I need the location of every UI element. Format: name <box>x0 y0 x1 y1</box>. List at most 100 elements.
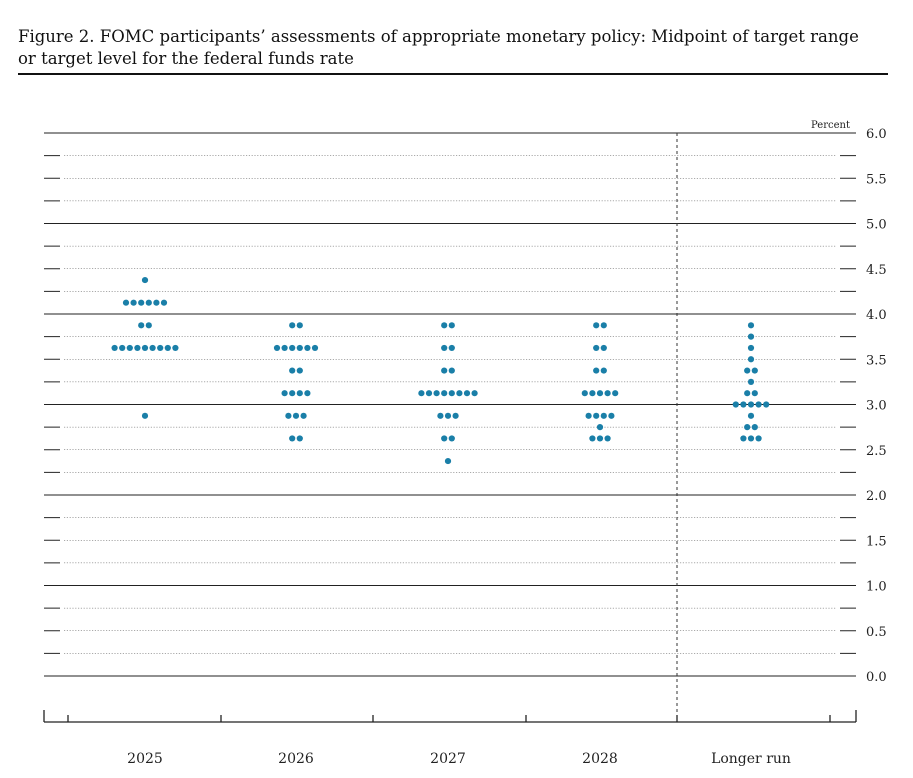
dot-2027 <box>441 367 448 374</box>
y-tick-label: 4.0 <box>866 308 887 323</box>
dot-longer-run <box>763 401 770 408</box>
dots <box>111 276 770 465</box>
dot-2025 <box>119 344 126 352</box>
dot-2027 <box>448 367 455 374</box>
x-category-label: 2025 <box>127 751 163 767</box>
dot-2025 <box>130 299 137 306</box>
x-category-label: 2027 <box>430 751 466 767</box>
dot-longer-run <box>755 435 762 442</box>
dot-2027 <box>448 322 455 329</box>
dot-2025 <box>138 322 145 329</box>
figure-title: Figure 2. FOMC participants’ assessments… <box>18 27 859 68</box>
dot-longer-run <box>747 412 755 419</box>
x-category-label: Longer run <box>711 751 791 767</box>
dot-2026 <box>296 344 303 352</box>
dot-2026 <box>296 322 303 329</box>
dot-2025 <box>157 344 164 352</box>
dot-2028 <box>612 390 619 397</box>
dot-2028 <box>593 344 600 352</box>
dot-2026 <box>289 435 296 442</box>
dot-2025 <box>153 299 160 306</box>
dot-2026 <box>311 344 319 352</box>
dot-2028 <box>600 344 607 352</box>
y-tick-label: 3.0 <box>866 399 887 414</box>
dot-2027 <box>441 435 448 442</box>
y-axis: 0.0 0.5 1.0 1.5 2.0 2.5 3.0 3.5 4.0 4.5 5.0 5.5 6.0 <box>866 127 887 685</box>
dot-2026 <box>296 390 303 397</box>
y-tick-label: 0.5 <box>866 625 887 640</box>
dot-2028 <box>596 390 604 397</box>
dot-2025 <box>122 299 130 306</box>
dot-2026 <box>289 344 296 352</box>
dot-2027 <box>441 344 448 352</box>
y-tick-label: 1.0 <box>866 580 887 595</box>
dot-longer-run <box>747 356 755 363</box>
dot-2027 <box>463 390 471 397</box>
dot-2027 <box>425 390 433 397</box>
dot-longer-run <box>751 390 758 397</box>
dot-2026 <box>289 322 296 329</box>
dot-longer-run <box>747 401 755 408</box>
y-tick-label: 5.0 <box>866 218 887 233</box>
y-tick-label: 4.5 <box>866 263 887 278</box>
y-tick-label: 6.0 <box>866 127 887 142</box>
dot-2028 <box>604 435 611 442</box>
dot-2025 <box>141 276 149 284</box>
dot-2025 <box>172 344 179 352</box>
dot-2028 <box>600 412 607 419</box>
dot-2025 <box>138 299 145 306</box>
dot-longer-run <box>732 401 739 408</box>
dot-longer-run <box>747 435 755 442</box>
dot-2028 <box>593 367 600 374</box>
dot-2025 <box>145 299 152 306</box>
dot-2028 <box>596 435 604 442</box>
title-rule <box>18 73 888 75</box>
dot-2028 <box>593 322 600 329</box>
dot-2026 <box>289 367 296 374</box>
dot-2027 <box>456 390 463 397</box>
dot-longer-run <box>747 378 755 385</box>
dot-2025 <box>164 344 171 352</box>
dot-2028 <box>596 424 604 431</box>
dot-2028 <box>604 390 611 397</box>
dot-2028 <box>600 367 607 374</box>
dot-2025 <box>149 344 156 352</box>
dot-longer-run <box>751 424 758 431</box>
dot-2026 <box>273 344 281 352</box>
dot-2025 <box>141 344 149 352</box>
dot-2027 <box>448 344 455 352</box>
dot-2026 <box>292 412 300 419</box>
dot-2028 <box>581 390 588 397</box>
dot-2027 <box>437 412 444 419</box>
dot-longer-run <box>747 333 755 340</box>
dot-2027 <box>441 322 448 329</box>
dot-2028 <box>585 412 592 419</box>
x-axis: 2025 2026 2027 2028 Longer run <box>43 710 857 767</box>
dot-2026 <box>296 435 303 442</box>
dot-longer-run <box>744 424 751 431</box>
dot-longer-run <box>747 322 755 329</box>
dot-2027 <box>448 390 455 397</box>
dot-2027 <box>433 390 440 397</box>
dot-2025 <box>145 322 152 329</box>
dot-2027 <box>444 457 452 465</box>
dot-2025 <box>160 299 168 306</box>
dot-2028 <box>608 412 615 419</box>
dot-2025 <box>111 344 118 352</box>
dot-2026 <box>296 367 303 374</box>
dot-longer-run <box>744 367 751 374</box>
x-category-label: 2026 <box>278 751 314 767</box>
dot-2026 <box>304 344 311 352</box>
dot-2027 <box>418 390 425 397</box>
dot-longer-run <box>747 344 755 352</box>
dot-2026 <box>304 390 311 397</box>
dot-2028 <box>589 390 596 397</box>
y-tick-label: 0.0 <box>866 670 887 685</box>
dot-longer-run <box>744 390 751 397</box>
dot-longer-run <box>740 401 747 408</box>
y-tick-label: 2.0 <box>866 489 887 504</box>
dot-2026 <box>289 390 296 397</box>
unit-label: Percent <box>811 120 850 131</box>
y-tick-label: 5.5 <box>866 172 887 187</box>
